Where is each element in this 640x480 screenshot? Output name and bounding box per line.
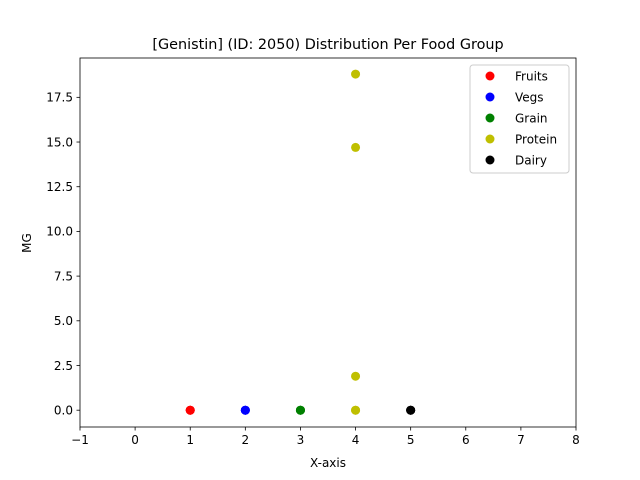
legend: Fruits Vegs Grain Protein Dairy: [469, 64, 570, 174]
data-point-protein: [351, 405, 361, 415]
legend-marker-vegs: [485, 92, 495, 102]
legend-marker-dairy: [485, 155, 495, 165]
x-tick-label: 6: [462, 433, 470, 447]
y-tick-label: 17.5: [46, 91, 73, 105]
x-tick-label: 4: [352, 433, 360, 447]
legend-label-protein: Protein: [515, 132, 557, 146]
x-tick-label: 3: [297, 433, 305, 447]
chart-title: [Genistin] (ID: 2050) Distribution Per F…: [152, 37, 503, 53]
data-point-dairy: [406, 405, 416, 415]
y-tick-label: 12.5: [46, 180, 73, 194]
y-tick-label: 7.5: [54, 269, 73, 283]
x-tick-label: 2: [242, 433, 250, 447]
plot-area: −1 0 1 2 3 4 5 6 7 8 0.0 2.5 5.0 7.5 10.0 12.5 15.0 17.5: [46, 57, 580, 447]
x-axis-label: X-axis: [310, 456, 346, 470]
legend-label-fruits: Fruits: [515, 69, 548, 83]
axes-frame: [79, 57, 577, 428]
data-point-protein: [351, 142, 361, 152]
x-tick-label: 1: [186, 433, 194, 447]
y-tick-label: 2.5: [54, 359, 73, 373]
data-point-protein: [351, 371, 361, 381]
legend-label-dairy: Dairy: [515, 153, 547, 167]
legend-marker-fruits: [485, 71, 495, 81]
y-tick-label: 0.0: [54, 403, 73, 417]
legend-label-grain: Grain: [515, 111, 548, 125]
data-point-fruits: [185, 405, 195, 415]
data-point-grain: [295, 405, 305, 415]
x-tick-label: 0: [131, 433, 139, 447]
data-point-protein: [351, 69, 361, 79]
y-tick-label: 5.0: [54, 314, 73, 328]
x-tick-label: 7: [517, 433, 525, 447]
legend-marker-protein: [485, 134, 495, 144]
legend-marker-grain: [485, 113, 495, 123]
data-point-vegs: [240, 405, 250, 415]
x-tick-label: 5: [407, 433, 415, 447]
x-tick-label: 8: [572, 433, 580, 447]
y-axis-label: MG: [20, 233, 34, 253]
legend-box: [469, 64, 570, 174]
legend-label-vegs: Vegs: [515, 90, 544, 104]
y-tick-label: 10.0: [46, 225, 73, 239]
y-tick-label: 15.0: [46, 135, 73, 149]
x-tick-label: −1: [71, 433, 89, 447]
